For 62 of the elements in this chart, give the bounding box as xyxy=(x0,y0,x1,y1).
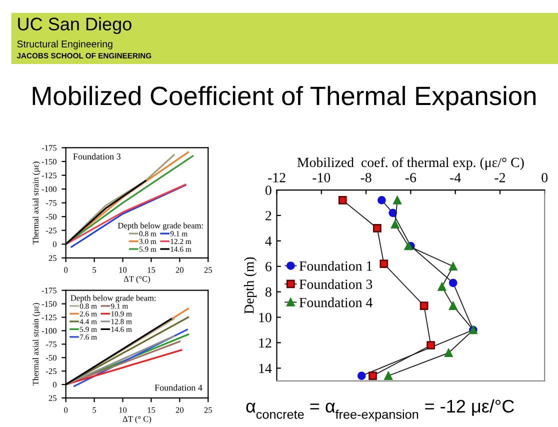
y-tick-label: -175 xyxy=(42,145,56,151)
y-tick-label: 0 xyxy=(52,382,56,388)
y-axis-title: Thermal axial strain (µε) xyxy=(32,162,40,244)
y-tick-label: 14 xyxy=(259,364,272,373)
legend-label: Foundation 3 xyxy=(299,279,372,289)
text: αconcrete = αfree-expansion = -12 με/°C xyxy=(246,399,514,422)
y-tick-label: 10 xyxy=(259,312,272,322)
y-tick-label: -125 xyxy=(42,314,56,320)
y-tick-label: 0 xyxy=(265,186,272,195)
legend-label: Foundation 4 xyxy=(299,297,372,308)
y-tick-label: 0 xyxy=(52,241,56,248)
x-tick-label: -12 xyxy=(268,173,286,182)
x-tick-label: -4 xyxy=(450,173,461,182)
annotation: Foundation 3 xyxy=(73,153,121,160)
y-tick-label: 2 xyxy=(266,211,272,220)
x-tick-label: 25 xyxy=(204,407,212,413)
x-tick-label: -8 xyxy=(360,172,372,182)
x-tick-label: 20 xyxy=(176,407,184,413)
y-tick-label: 25 xyxy=(48,395,56,401)
legend-label: Foundation 1 xyxy=(299,260,372,271)
x-axis-title: ΔT (°C) xyxy=(124,276,150,284)
x-tick-label: -2 xyxy=(494,173,505,182)
y-axis-title: Thermal axial strain (µε) xyxy=(32,303,40,386)
text: Structural Engineering xyxy=(17,40,112,50)
x-tick-label: -6 xyxy=(405,173,416,182)
x-axis-title: ΔT (° C) xyxy=(122,416,152,424)
y-tick-label: -25 xyxy=(46,228,56,234)
x-tick-label: 10 xyxy=(119,267,127,273)
annotation: Foundation 4 xyxy=(154,384,202,391)
y-tick-label: -50 xyxy=(46,354,56,361)
y-tick-label: 6 xyxy=(266,262,272,272)
y-tick-label: 8 xyxy=(265,287,272,297)
x-tick-label: 0 xyxy=(64,407,68,413)
x-tick-label: 25 xyxy=(204,267,212,273)
x-tick-label: 15 xyxy=(148,407,156,413)
x-tick-label: 15 xyxy=(148,267,156,273)
text: UC San Diego xyxy=(18,17,132,34)
x-tick-label: -10 xyxy=(312,172,330,182)
y-tick-label: -75 xyxy=(46,200,56,206)
x-tick-label: 0 xyxy=(64,267,68,273)
x-tick-label: 20 xyxy=(176,267,184,273)
x-axis-title: Mobilized coef. of thermal exp. (με/° C) xyxy=(297,157,524,170)
y-tick-label: 4 xyxy=(265,236,272,246)
x-tick-label: 5 xyxy=(92,267,96,273)
y-tick-label: -125 xyxy=(42,172,56,178)
y-tick-label: -75 xyxy=(46,342,56,348)
legend-title: Depth below grade beam: xyxy=(70,294,156,303)
x-tick-label: 0 xyxy=(542,172,548,182)
text: Mobilized Coefficient of Thermal Expansion xyxy=(32,86,536,111)
y-tick-label: 25 xyxy=(48,255,56,261)
y-tick-label: -175 xyxy=(42,288,56,294)
legend-title: Depth below grade beam: xyxy=(118,222,203,230)
y-tick-label: 12 xyxy=(259,338,272,348)
y-tick-label: -50 xyxy=(46,214,56,220)
x-tick-label: 10 xyxy=(119,407,127,413)
y-tick-label: -100 xyxy=(42,186,56,192)
y-tick-label: -150 xyxy=(42,301,56,307)
y-tick-label: -150 xyxy=(42,158,56,164)
x-tick-label: 5 xyxy=(92,407,96,413)
y-tick-label: -25 xyxy=(46,368,56,374)
y-tick-label: -100 xyxy=(42,328,56,334)
y-axis-title: Depth (m) xyxy=(244,257,257,314)
